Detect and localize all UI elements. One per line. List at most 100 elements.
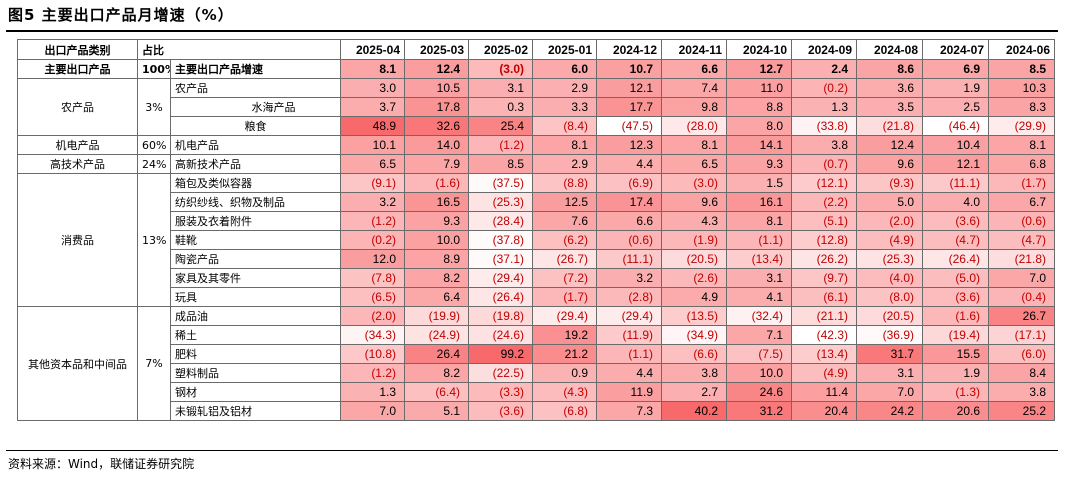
growth-value-cell: 32.6 bbox=[404, 116, 469, 136]
table-row: 肥料 (10.8) 26.4 99.2 21.2 (1.1) (6.6) (7.5) (13.4… bbox=[18, 344, 1055, 364]
growth-value-cell: (42.3) bbox=[791, 325, 857, 345]
growth-value-cell: (28.0) bbox=[661, 116, 727, 136]
growth-value-cell: (4.9) bbox=[791, 363, 857, 383]
growth-value-cell: (1.6) bbox=[404, 173, 469, 193]
growth-value-cell: 25.4 bbox=[468, 116, 533, 136]
growth-value-cell: (0.6) bbox=[988, 211, 1055, 231]
table-row: 粮食 48.9 32.6 25.4 (8.4) (47.5) (28.0) 8.0 (33.8)… bbox=[18, 116, 1055, 136]
growth-value-cell: 8.2 bbox=[404, 363, 469, 383]
growth-value-cell: (10.8) bbox=[340, 344, 405, 364]
growth-value-cell: 3.2 bbox=[596, 268, 662, 288]
header-month: 2025-01 bbox=[532, 39, 597, 60]
growth-value-cell: (1.9) bbox=[661, 230, 727, 250]
source-divider bbox=[6, 450, 1058, 451]
growth-value-cell: 10.4 bbox=[922, 135, 989, 155]
growth-value-cell: 7.0 bbox=[340, 401, 405, 421]
growth-value-cell: (3.0) bbox=[661, 173, 727, 193]
growth-value-cell: (6.5) bbox=[340, 287, 405, 307]
header-month: 2024-06 bbox=[988, 39, 1055, 60]
growth-value-cell: 4.0 bbox=[922, 192, 989, 212]
growth-value-cell: 10.5 bbox=[404, 78, 469, 98]
export-growth-table: 出口产品类别 占比 2025-04 2025-03 2025-02 2025-01 20… bbox=[17, 39, 1055, 421]
growth-value-cell: (33.8) bbox=[791, 116, 857, 136]
growth-value-cell: (6.9) bbox=[596, 173, 662, 193]
growth-value-cell: (1.3) bbox=[922, 382, 989, 402]
header-category: 出口产品类别 bbox=[17, 39, 138, 60]
growth-value-cell: 6.5 bbox=[340, 154, 405, 174]
product-name-cell: 农产品 bbox=[170, 78, 341, 98]
growth-value-cell: (7.8) bbox=[340, 268, 405, 288]
growth-value-cell: 10.7 bbox=[596, 59, 662, 79]
product-name-cell: 未锻轧铝及铝材 bbox=[170, 401, 341, 421]
growth-value-cell: 40.2 bbox=[661, 401, 727, 421]
header-share: 占比 bbox=[137, 39, 341, 60]
growth-value-cell: 6.4 bbox=[404, 287, 469, 307]
growth-value-cell: 3.5 bbox=[856, 97, 923, 117]
growth-value-cell: 17.8 bbox=[404, 97, 469, 117]
growth-value-cell: 6.6 bbox=[596, 211, 662, 231]
product-name-cell: 陶瓷产品 bbox=[170, 249, 341, 269]
growth-value-cell: 16.5 bbox=[404, 192, 469, 212]
growth-value-cell: (6.1) bbox=[791, 287, 857, 307]
growth-value-cell: (0.7) bbox=[791, 154, 857, 174]
growth-value-cell: (11.1) bbox=[596, 249, 662, 269]
growth-value-cell: (8.0) bbox=[856, 287, 923, 307]
growth-value-cell: (4.0) bbox=[856, 268, 923, 288]
growth-value-cell: 4.3 bbox=[661, 211, 727, 231]
growth-value-cell: 2.5 bbox=[922, 97, 989, 117]
growth-value-cell: 9.8 bbox=[661, 97, 727, 117]
growth-value-cell: (3.6) bbox=[922, 211, 989, 231]
source-note: 资料来源：Wind，联储证券研究院 bbox=[8, 457, 195, 471]
growth-value-cell: 26.7 bbox=[988, 306, 1055, 326]
growth-value-cell: 7.6 bbox=[532, 211, 597, 231]
growth-value-cell: 2.4 bbox=[791, 59, 857, 79]
growth-value-cell: 9.3 bbox=[404, 211, 469, 231]
growth-value-cell: 4.1 bbox=[726, 287, 792, 307]
table-row: 稀土 (34.3) (24.9) (24.6) 19.2 (11.9) (34.9) 7.1(… bbox=[18, 325, 1055, 345]
growth-value-cell: 12.5 bbox=[532, 192, 597, 212]
title-divider bbox=[6, 30, 1058, 32]
category-cell: 高技术产品 bbox=[17, 154, 138, 174]
growth-value-cell: 1.5 bbox=[726, 173, 792, 193]
growth-value-cell: 24.2 bbox=[856, 401, 923, 421]
export-growth-table-wrap: 出口产品类别 占比 2025-04 2025-03 2025-02 2025-01 20… bbox=[17, 39, 1055, 421]
growth-value-cell: (26.2) bbox=[791, 249, 857, 269]
growth-value-cell: 3.8 bbox=[661, 363, 727, 383]
table-row: 纺织纱线、织物及制品 3.2 16.5 (25.3) 12.5 17.4 9.6 16.1 (2… bbox=[18, 192, 1055, 212]
growth-value-cell: 19.2 bbox=[532, 325, 597, 345]
growth-value-cell: 3.0 bbox=[340, 78, 405, 98]
growth-value-cell: 9.6 bbox=[661, 192, 727, 212]
product-name-cell: 玩具 bbox=[170, 287, 341, 307]
growth-value-cell: (3.3) bbox=[468, 382, 533, 402]
product-name-cell: 塑料制品 bbox=[170, 363, 341, 383]
growth-value-cell: 24.6 bbox=[726, 382, 792, 402]
table-row: 水海产品 3.7 17.8 0.3 3.3 17.7 9.8 8.8 1.3 3.5 2.5 8.3 bbox=[18, 97, 1055, 117]
product-name-cell: 鞋靴 bbox=[170, 230, 341, 250]
growth-value-cell: (11.9) bbox=[596, 325, 662, 345]
growth-value-cell: (9.7) bbox=[791, 268, 857, 288]
growth-value-cell: (8.8) bbox=[532, 173, 597, 193]
growth-value-cell: 10.0 bbox=[726, 363, 792, 383]
product-name-cell: 钢材 bbox=[170, 382, 341, 402]
growth-value-cell: 8.0 bbox=[726, 116, 792, 136]
growth-value-cell: 9.3 bbox=[726, 154, 792, 174]
figure-title: 图5 主要出口产品月增速（%） bbox=[8, 6, 234, 24]
growth-value-cell: 4.4 bbox=[596, 363, 662, 383]
growth-value-cell: 3.1 bbox=[726, 268, 792, 288]
growth-value-cell: (26.4) bbox=[922, 249, 989, 269]
product-name-cell: 主要出口产品增速 bbox=[170, 59, 341, 79]
growth-value-cell: 3.8 bbox=[988, 382, 1055, 402]
growth-value-cell: (5.0) bbox=[922, 268, 989, 288]
growth-value-cell: (3.6) bbox=[922, 287, 989, 307]
growth-value-cell: (21.8) bbox=[988, 249, 1055, 269]
growth-value-cell: 17.4 bbox=[596, 192, 662, 212]
growth-value-cell: (2.2) bbox=[791, 192, 857, 212]
growth-value-cell: 3.1 bbox=[856, 363, 923, 383]
growth-value-cell: 7.4 bbox=[661, 78, 727, 98]
growth-value-cell: 17.7 bbox=[596, 97, 662, 117]
share-cell: 7% bbox=[137, 306, 171, 421]
growth-value-cell: (12.1) bbox=[791, 173, 857, 193]
table-row: 服装及衣着附件 (1.2) 9.3 (28.4) 7.6 6.6 4.3 8.1 (5.1) (2… bbox=[18, 211, 1055, 231]
growth-value-cell: (29.4) bbox=[532, 306, 597, 326]
growth-value-cell: 10.3 bbox=[988, 78, 1055, 98]
